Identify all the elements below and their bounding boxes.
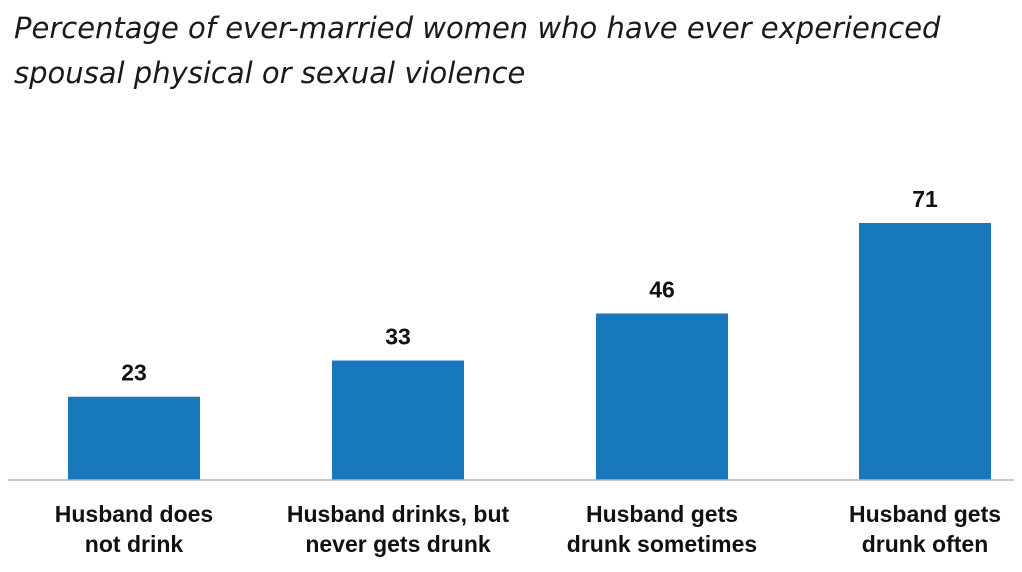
category-label-2-line-1: drunk sometimes (567, 531, 757, 557)
category-labels-group: Husband does not drink Husband drinks, but… (55, 501, 1001, 557)
bar-1 (332, 360, 464, 480)
bar-2 (596, 313, 728, 480)
category-label-3-line-0: Husband gets (849, 501, 1001, 527)
bar-3 (859, 222, 991, 481)
chart-title: Percentage of ever-married women who hav… (14, 6, 1004, 96)
category-label-3-line-1: drunk often (862, 531, 989, 557)
category-label-1-line-0: Husband drinks, but (287, 501, 510, 527)
chart-title-line-2: spousal physical or sexual violence (14, 56, 526, 90)
data-label-1: 33 (385, 324, 411, 350)
value-labels-group: 23 33 46 71 (121, 186, 938, 386)
data-label-0: 23 (121, 360, 147, 386)
category-label-2-line-0: Husband gets (586, 501, 738, 527)
category-label-0-line-0: Husband does (55, 501, 213, 527)
data-label-3: 71 (912, 186, 938, 212)
chart-title-line-1: Percentage of ever-married women who hav… (14, 11, 941, 45)
bars-group (68, 222, 991, 481)
data-label-2: 46 (649, 276, 675, 302)
category-label-0-line-1: not drink (85, 531, 184, 557)
category-label-1-line-1: never gets drunk (305, 531, 491, 557)
bar-0 (68, 396, 200, 480)
